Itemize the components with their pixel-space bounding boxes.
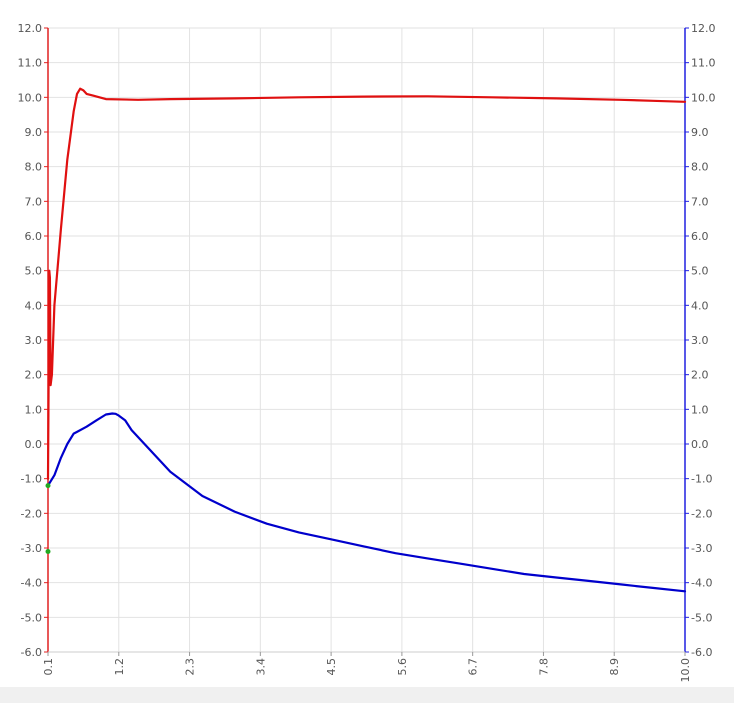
right-y-tick-label: 12.0 bbox=[691, 22, 716, 35]
left-y-tick-label: 6.0 bbox=[25, 230, 43, 243]
left-y-tick-label: 3.0 bbox=[25, 334, 43, 347]
data-marker bbox=[45, 548, 51, 554]
right-y-tick-label: 4.0 bbox=[691, 299, 709, 312]
series-line-red bbox=[46, 87, 687, 480]
x-tick-label: 2.3 bbox=[184, 658, 197, 676]
left-y-tick-label: 10.0 bbox=[18, 91, 43, 104]
x-tick-label: 4.5 bbox=[325, 658, 338, 676]
right-y-tick-label: 0.0 bbox=[691, 438, 709, 451]
left-y-tick-label: 1.0 bbox=[25, 403, 43, 416]
left-y-tick-label: 12.0 bbox=[18, 22, 43, 35]
left-y-tick-label: 9.0 bbox=[25, 126, 43, 139]
left-y-tick-label: 4.0 bbox=[25, 299, 43, 312]
right-y-tick-label: 1.0 bbox=[691, 403, 709, 416]
left-y-tick-label: 2.0 bbox=[25, 369, 43, 382]
x-tick-label: 0.1 bbox=[42, 658, 55, 676]
x-tick-label: 8.9 bbox=[608, 658, 621, 676]
x-tick-label: 5.6 bbox=[396, 658, 409, 676]
x-tick-label: 3.4 bbox=[254, 658, 267, 676]
right-y-tick-label: 5.0 bbox=[691, 265, 709, 278]
left-y-tick-label: -4.0 bbox=[21, 577, 42, 590]
right-y-tick-label: -1.0 bbox=[691, 473, 712, 486]
left-y-tick-label: 5.0 bbox=[25, 265, 43, 278]
right-y-tick-label: 8.0 bbox=[691, 161, 709, 174]
left-y-tick-label: 8.0 bbox=[25, 161, 43, 174]
right-y-tick-label: 6.0 bbox=[691, 230, 709, 243]
right-y-tick-label: -5.0 bbox=[691, 611, 712, 624]
right-y-tick-label: 7.0 bbox=[691, 195, 709, 208]
x-tick-label: 6.7 bbox=[467, 658, 480, 676]
left-y-tick-label: 7.0 bbox=[25, 195, 43, 208]
left-y-tick-label: -3.0 bbox=[21, 542, 42, 555]
series-line-blue bbox=[46, 412, 687, 593]
data-marker bbox=[45, 483, 51, 489]
right-y-tick-label: -6.0 bbox=[691, 646, 712, 659]
right-y-tick-label: 11.0 bbox=[691, 57, 716, 70]
left-y-tick-label: 11.0 bbox=[18, 57, 43, 70]
x-tick-label: 10.0 bbox=[679, 658, 692, 683]
left-y-tick-label: -5.0 bbox=[21, 611, 42, 624]
right-y-tick-label: 2.0 bbox=[691, 369, 709, 382]
right-y-tick-label: 9.0 bbox=[691, 126, 709, 139]
right-y-tick-label: 3.0 bbox=[691, 334, 709, 347]
right-y-tick-label: -3.0 bbox=[691, 542, 712, 555]
right-y-tick-label: -2.0 bbox=[691, 507, 712, 520]
bottom-scroll-strip bbox=[0, 687, 734, 703]
right-y-tick-label: -4.0 bbox=[691, 577, 712, 590]
x-tick-label: 1.2 bbox=[113, 658, 126, 676]
x-tick-label: 7.8 bbox=[537, 658, 550, 676]
left-y-tick-label: 0.0 bbox=[25, 438, 43, 451]
left-y-tick-label: -6.0 bbox=[21, 646, 42, 659]
left-y-tick-label: -1.0 bbox=[21, 473, 42, 486]
left-y-tick-label: -2.0 bbox=[21, 507, 42, 520]
right-y-tick-label: 10.0 bbox=[691, 91, 716, 104]
